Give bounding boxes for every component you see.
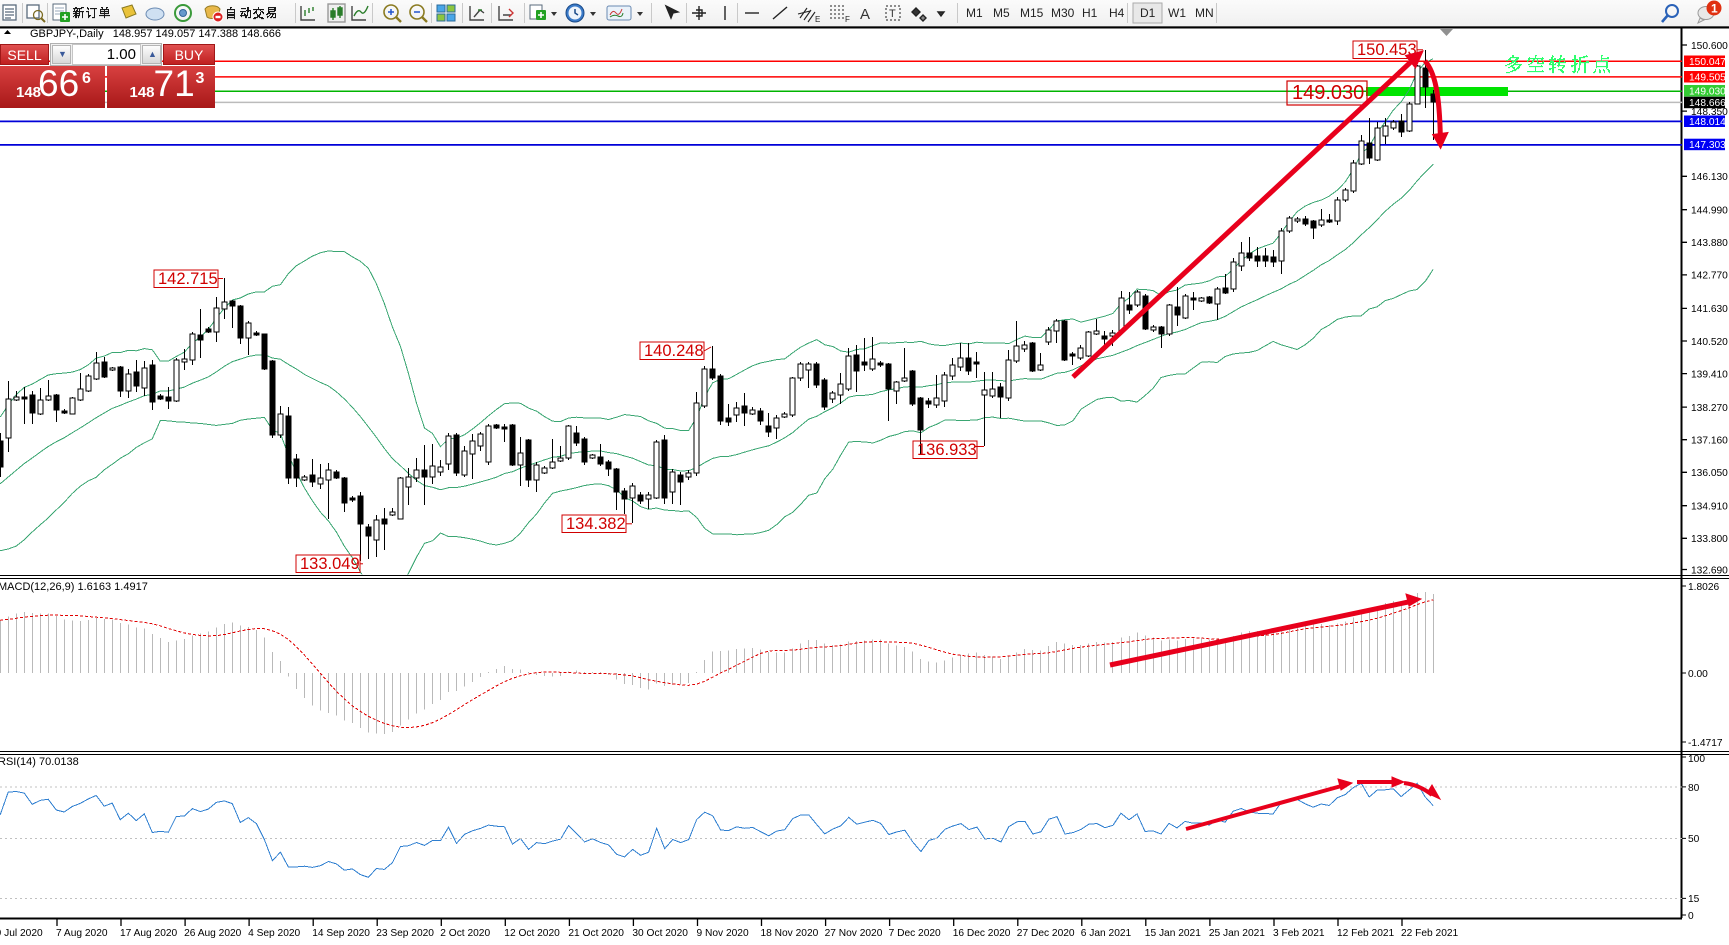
- svg-text:7 Aug 2020: 7 Aug 2020: [56, 928, 108, 939]
- svg-text:M5: M5: [993, 6, 1010, 20]
- svg-text:138.270: 138.270: [1691, 403, 1728, 414]
- svg-text:27 Nov 2020: 27 Nov 2020: [825, 928, 883, 939]
- svg-text:149.030: 149.030: [1689, 86, 1726, 97]
- svg-text:15 Jan 2021: 15 Jan 2021: [1145, 928, 1201, 939]
- svg-text:134.910: 134.910: [1691, 502, 1728, 513]
- svg-text:30 Oct 2020: 30 Oct 2020: [632, 928, 688, 939]
- svg-text:1: 1: [1711, 2, 1718, 16]
- svg-text:9 Nov 2020: 9 Nov 2020: [697, 928, 749, 939]
- svg-text:150.600: 150.600: [1691, 41, 1728, 52]
- svg-text:1.8026: 1.8026: [1688, 582, 1719, 593]
- svg-text:139.410: 139.410: [1691, 369, 1728, 380]
- svg-text:133.049: 133.049: [300, 555, 360, 573]
- svg-text:12 Oct 2020: 12 Oct 2020: [504, 928, 560, 939]
- svg-text:4 Sep 2020: 4 Sep 2020: [248, 928, 300, 939]
- svg-text:100: 100: [1688, 754, 1705, 765]
- svg-text:142.770: 142.770: [1691, 271, 1728, 282]
- svg-text:17 Aug 2020: 17 Aug 2020: [120, 928, 178, 939]
- svg-text:H4: H4: [1109, 6, 1125, 20]
- svg-text:21 Oct 2020: 21 Oct 2020: [568, 928, 624, 939]
- svg-text:26 Aug 2020: 26 Aug 2020: [184, 928, 242, 939]
- svg-text:143.880: 143.880: [1691, 238, 1728, 249]
- svg-text:T: T: [889, 8, 896, 20]
- svg-text:133.800: 133.800: [1691, 534, 1728, 545]
- svg-text:136.933: 136.933: [917, 441, 977, 459]
- svg-text:F: F: [845, 15, 850, 24]
- svg-text:25 Jan 2021: 25 Jan 2021: [1209, 928, 1265, 939]
- svg-text:146.130: 146.130: [1691, 172, 1728, 183]
- svg-text:M1: M1: [966, 6, 983, 20]
- svg-text:12 Feb 2021: 12 Feb 2021: [1337, 928, 1395, 939]
- svg-text:27 Dec 2020: 27 Dec 2020: [1017, 928, 1075, 939]
- svg-text:29 Jul 2020: 29 Jul 2020: [0, 928, 43, 939]
- svg-text:80: 80: [1688, 783, 1700, 794]
- svg-text:M30: M30: [1051, 6, 1075, 20]
- svg-text:150.047: 150.047: [1689, 57, 1726, 68]
- svg-text:E: E: [815, 15, 820, 24]
- svg-text:50: 50: [1688, 834, 1700, 845]
- svg-text:148.350: 148.350: [1691, 107, 1728, 118]
- svg-text:136.050: 136.050: [1691, 468, 1728, 479]
- svg-text:18 Nov 2020: 18 Nov 2020: [761, 928, 819, 939]
- svg-text:148.666: 148.666: [1689, 98, 1726, 109]
- svg-text:137.160: 137.160: [1691, 436, 1728, 447]
- svg-text:3 Feb 2021: 3 Feb 2021: [1273, 928, 1325, 939]
- svg-text:134.382: 134.382: [566, 515, 626, 533]
- svg-text:-1.4717: -1.4717: [1688, 738, 1723, 749]
- svg-text:149.505: 149.505: [1689, 72, 1726, 83]
- svg-text:MN: MN: [1195, 6, 1214, 20]
- svg-text:22 Feb 2021: 22 Feb 2021: [1401, 928, 1459, 939]
- svg-text:2 Oct 2020: 2 Oct 2020: [440, 928, 490, 939]
- svg-text:140.248: 140.248: [644, 342, 704, 360]
- svg-text:6 Jan 2021: 6 Jan 2021: [1081, 928, 1132, 939]
- svg-text:M15: M15: [1020, 6, 1044, 20]
- svg-text:144.990: 144.990: [1691, 206, 1728, 217]
- svg-text:132.690: 132.690: [1691, 565, 1728, 576]
- svg-text:RSI(14) 70.0138: RSI(14) 70.0138: [0, 756, 79, 768]
- svg-text:16 Dec 2020: 16 Dec 2020: [953, 928, 1011, 939]
- svg-text:147.303: 147.303: [1689, 140, 1726, 151]
- svg-text:0.00: 0.00: [1688, 669, 1708, 680]
- svg-text:140.520: 140.520: [1691, 337, 1728, 348]
- svg-text:H1: H1: [1082, 6, 1098, 20]
- svg-text:A: A: [860, 6, 870, 23]
- svg-text:GBPJPY-,Daily 148.957 149.05: GBPJPY-,Daily 148.957 149.057 147.388 14…: [30, 28, 281, 40]
- svg-text:D1: D1: [1140, 6, 1156, 20]
- svg-text:MACD(12,26,9) 1.6163 1.4917: MACD(12,26,9) 1.6163 1.4917: [0, 581, 148, 593]
- svg-text:14 Sep 2020: 14 Sep 2020: [312, 928, 370, 939]
- svg-text:150.453: 150.453: [1357, 41, 1417, 59]
- svg-text:141.630: 141.630: [1691, 304, 1728, 315]
- svg-text:15: 15: [1688, 894, 1700, 905]
- svg-text:23 Sep 2020: 23 Sep 2020: [376, 928, 434, 939]
- svg-text:149.030: 149.030: [1292, 82, 1364, 104]
- svg-text:W1: W1: [1168, 6, 1186, 20]
- svg-text:0: 0: [1688, 911, 1694, 922]
- svg-text:148.014: 148.014: [1689, 117, 1726, 128]
- svg-text:7 Dec 2020: 7 Dec 2020: [889, 928, 941, 939]
- svg-text:142.715: 142.715: [158, 270, 218, 288]
